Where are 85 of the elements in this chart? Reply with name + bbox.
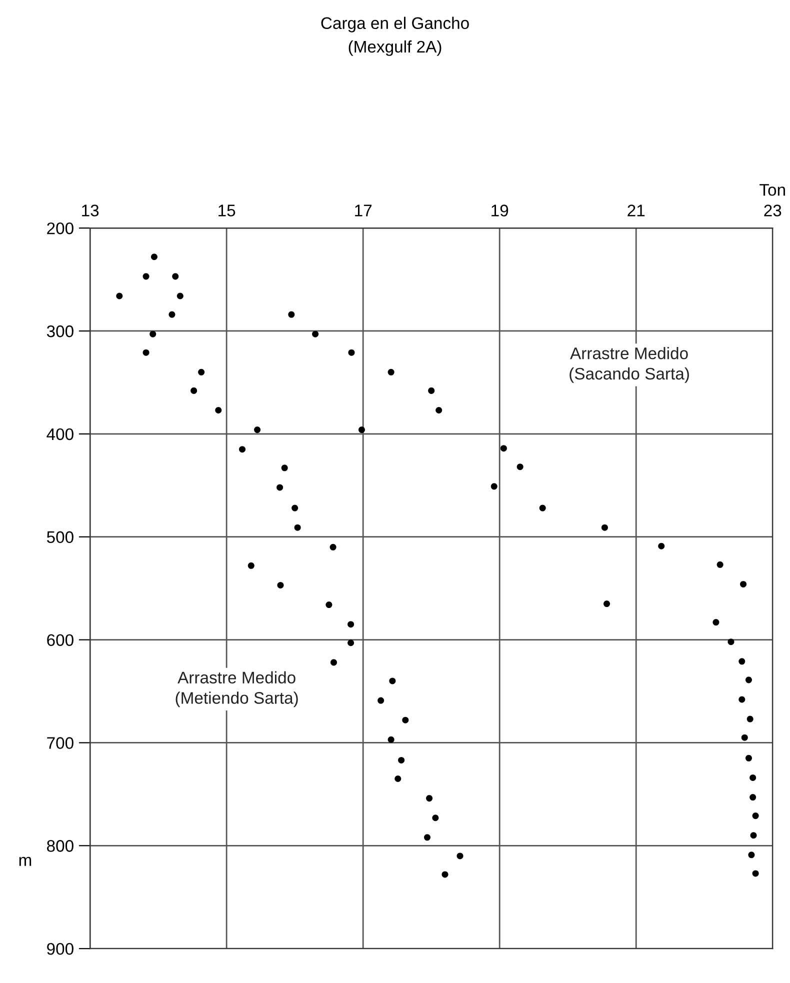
point — [750, 832, 757, 839]
point — [432, 814, 439, 822]
x-tick-label: 19 — [492, 204, 508, 216]
point — [348, 640, 354, 646]
point — [276, 484, 284, 491]
point — [738, 696, 746, 703]
y-tick-label: 400 — [46, 428, 74, 440]
x-tick-label: 21 — [628, 204, 645, 216]
point — [348, 621, 354, 628]
point — [539, 504, 546, 512]
point — [150, 330, 156, 338]
point — [388, 368, 394, 376]
point — [378, 697, 384, 704]
point — [142, 273, 150, 280]
point — [281, 464, 288, 472]
y-tick-label: 700 — [47, 737, 74, 749]
point — [288, 311, 295, 318]
point — [442, 871, 448, 878]
x-axis-title: Ton — [760, 184, 785, 196]
x-tick-label: 15 — [218, 204, 236, 216]
x-tick-label: 23 — [764, 204, 782, 216]
point — [428, 387, 435, 394]
point — [750, 774, 756, 781]
annotation: Arrastre Medido (Metiendo Sarta) — [176, 671, 298, 708]
point — [712, 619, 720, 626]
chart-subtitle: (Mexgulf 2A) — [348, 40, 442, 56]
point — [326, 602, 332, 608]
point — [752, 812, 759, 820]
chart-title: Carga en el Gancho — [321, 16, 469, 32]
point — [516, 464, 524, 470]
point — [748, 852, 755, 858]
y-tick-label: 500 — [46, 531, 74, 544]
y-axis-title: m — [19, 856, 32, 866]
point — [738, 658, 746, 665]
point — [426, 795, 433, 802]
y-tick-label: 200 — [47, 222, 74, 234]
y-tick-label: 300 — [46, 325, 74, 338]
point — [330, 659, 337, 666]
point — [176, 292, 184, 300]
point — [746, 716, 754, 722]
point — [424, 834, 430, 841]
point — [248, 562, 254, 569]
point — [740, 580, 747, 588]
point — [168, 311, 176, 318]
x-tick-label: 17 — [355, 204, 372, 216]
point — [198, 368, 205, 376]
point — [190, 387, 198, 394]
point — [239, 446, 246, 453]
point — [728, 638, 734, 646]
point — [358, 426, 365, 434]
annotation: Arrastre Medido (Sacando Sarta) — [570, 347, 689, 383]
point — [716, 561, 724, 568]
point — [348, 349, 355, 356]
point — [277, 582, 284, 588]
point — [658, 542, 665, 550]
point — [745, 676, 752, 684]
point — [752, 870, 759, 877]
point — [750, 794, 756, 801]
point — [402, 716, 409, 724]
point — [150, 254, 158, 260]
y-tick-label: 600 — [47, 634, 74, 646]
point — [172, 273, 179, 280]
x-tick-label: 13 — [82, 204, 99, 216]
y-tick-label: 800 — [47, 840, 74, 852]
point — [116, 292, 123, 300]
point — [142, 349, 150, 356]
point — [215, 406, 222, 414]
point — [294, 524, 301, 531]
point — [292, 504, 298, 512]
point — [604, 600, 610, 608]
point — [745, 754, 752, 762]
point — [312, 330, 319, 338]
point — [741, 734, 748, 741]
point — [330, 544, 336, 550]
point — [254, 426, 261, 434]
point — [500, 445, 507, 452]
point — [398, 756, 405, 764]
point — [456, 852, 464, 860]
point — [389, 678, 396, 684]
point — [394, 775, 402, 782]
point — [601, 524, 608, 531]
y-tick-label: 900 — [47, 942, 74, 955]
point — [436, 406, 442, 414]
point — [388, 736, 394, 743]
point — [490, 483, 498, 490]
